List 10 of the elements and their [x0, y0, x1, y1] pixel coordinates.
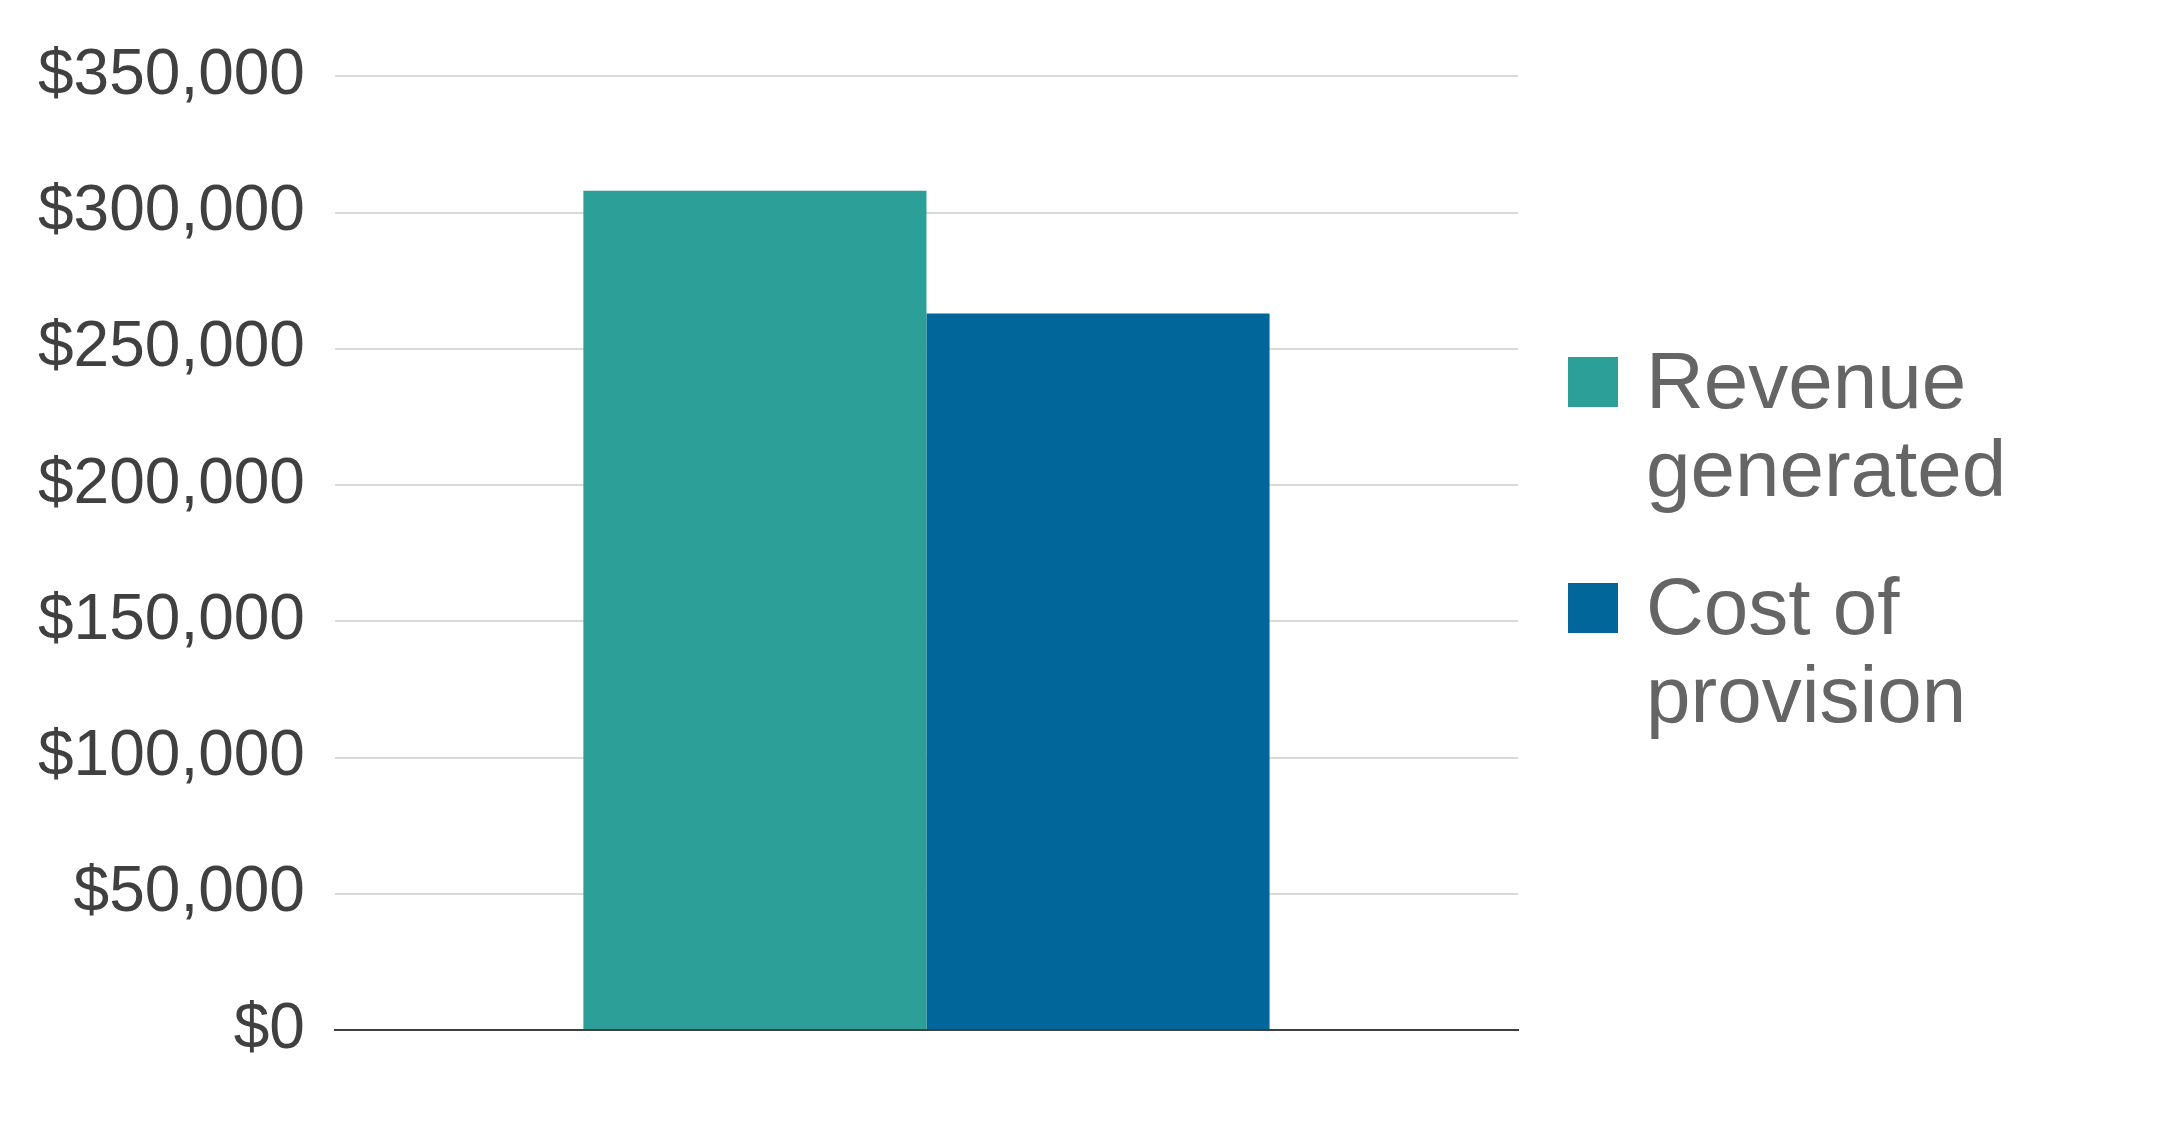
y-tick-label: $350,000 [38, 36, 305, 109]
y-tick-label: $0 [233, 989, 305, 1062]
y-tick-label: $300,000 [38, 172, 305, 245]
y-tick-label: $250,000 [38, 308, 305, 381]
y-tick-label: $150,000 [38, 580, 305, 653]
y-tick-label: $200,000 [38, 444, 305, 517]
y-tick-label: $50,000 [73, 853, 305, 926]
legend-label: Revenue generated [1646, 336, 2008, 513]
y-tick-label: $100,000 [38, 717, 305, 790]
legend-label: Cost of provision [1646, 562, 1968, 739]
